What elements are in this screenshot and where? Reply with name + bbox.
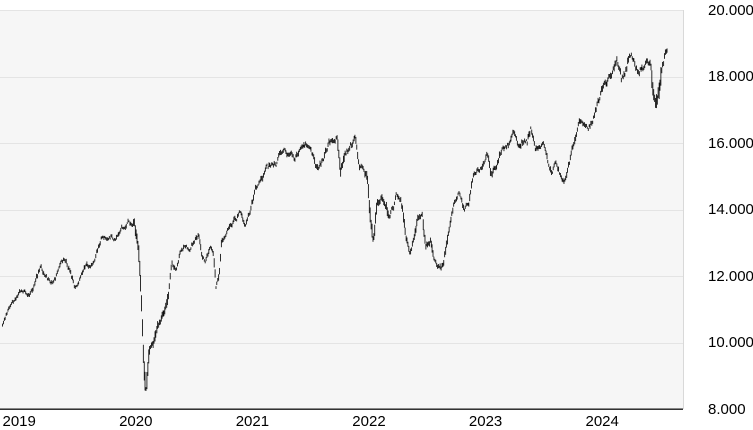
y-axis-tick-label: 14.000 bbox=[708, 201, 753, 218]
y-axis-tick-label: 16.000 bbox=[708, 134, 753, 152]
x-axis-tick-label: 2019 bbox=[2, 413, 36, 430]
x-axis-tick-label: 2023 bbox=[468, 413, 503, 430]
y-axis-tick-label: 18.000 bbox=[708, 68, 753, 85]
y-axis-tick-label: 8.000 bbox=[708, 400, 746, 418]
x-axis-tick-label: 2022 bbox=[352, 413, 386, 430]
y-axis-tick-label: 10.000 bbox=[708, 334, 753, 351]
x-axis-tick-label: 2021 bbox=[235, 413, 270, 430]
y-axis-tick-label: 20.000 bbox=[708, 1, 753, 19]
y-axis-tick-label: 12.000 bbox=[708, 267, 753, 285]
x-axis-tick-label: 2020 bbox=[119, 413, 153, 430]
x-axis-tick-label: 2024 bbox=[585, 413, 619, 430]
